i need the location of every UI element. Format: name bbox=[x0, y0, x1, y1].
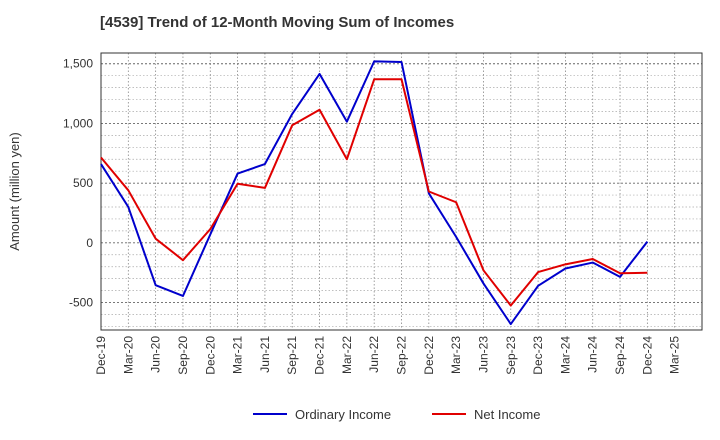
y-tick-label: 500 bbox=[73, 176, 93, 190]
x-tick-label: Dec-19 bbox=[94, 336, 108, 375]
x-tick-label: Dec-20 bbox=[203, 336, 217, 375]
y-axis-title: Amount (million yen) bbox=[7, 132, 22, 251]
series-layer bbox=[100, 60, 649, 326]
legend-label-net-income: Net Income bbox=[474, 407, 540, 422]
grid bbox=[100, 53, 703, 330]
x-tick-label: Sep-20 bbox=[176, 336, 190, 375]
x-tick-label: Sep-22 bbox=[395, 336, 409, 375]
x-tick-label: Dec-24 bbox=[640, 336, 654, 375]
ordinary-income-line bbox=[100, 60, 649, 326]
x-tick-label: Jun-23 bbox=[476, 336, 490, 373]
y-tick-label: 1,000 bbox=[63, 116, 93, 130]
y-tick-label: 0 bbox=[86, 236, 93, 250]
x-tick-label: Mar-21 bbox=[231, 336, 245, 374]
x-tick-label: Dec-21 bbox=[313, 336, 327, 375]
x-tick-label: Jun-20 bbox=[149, 336, 163, 373]
x-tick-label: Mar-22 bbox=[340, 336, 354, 374]
x-tick-label: Sep-21 bbox=[285, 336, 299, 375]
x-tick-label: Sep-24 bbox=[613, 336, 627, 375]
y-tick-label: 1,500 bbox=[63, 57, 93, 71]
x-tick-label: Sep-23 bbox=[504, 336, 518, 375]
chart-title: [4539] Trend of 12-Month Moving Sum of I… bbox=[100, 14, 455, 31]
x-tick-label: Dec-22 bbox=[422, 336, 436, 375]
x-tick-label: Mar-24 bbox=[558, 336, 572, 374]
net-income-line bbox=[100, 78, 648, 307]
x-tick-label: Jun-24 bbox=[586, 336, 600, 373]
x-tick-label: Jun-21 bbox=[258, 336, 272, 373]
legend: Ordinary Income Net Income bbox=[253, 407, 540, 422]
axes: -500 0 500 1,000 1,500 Dec-19 Mar-20 Jun-20 Sep-… bbox=[7, 52, 703, 375]
plot-frame bbox=[100, 52, 703, 331]
y-tick-label: -500 bbox=[69, 296, 93, 310]
x-tick-label: Dec-23 bbox=[531, 336, 545, 375]
x-tick-label: Mar-23 bbox=[449, 336, 463, 374]
legend-label-ordinary-income: Ordinary Income bbox=[295, 407, 391, 422]
x-tick-label: Mar-25 bbox=[668, 336, 682, 374]
x-tick-label: Jun-22 bbox=[367, 336, 381, 373]
x-tick-label: Mar-20 bbox=[121, 336, 135, 374]
